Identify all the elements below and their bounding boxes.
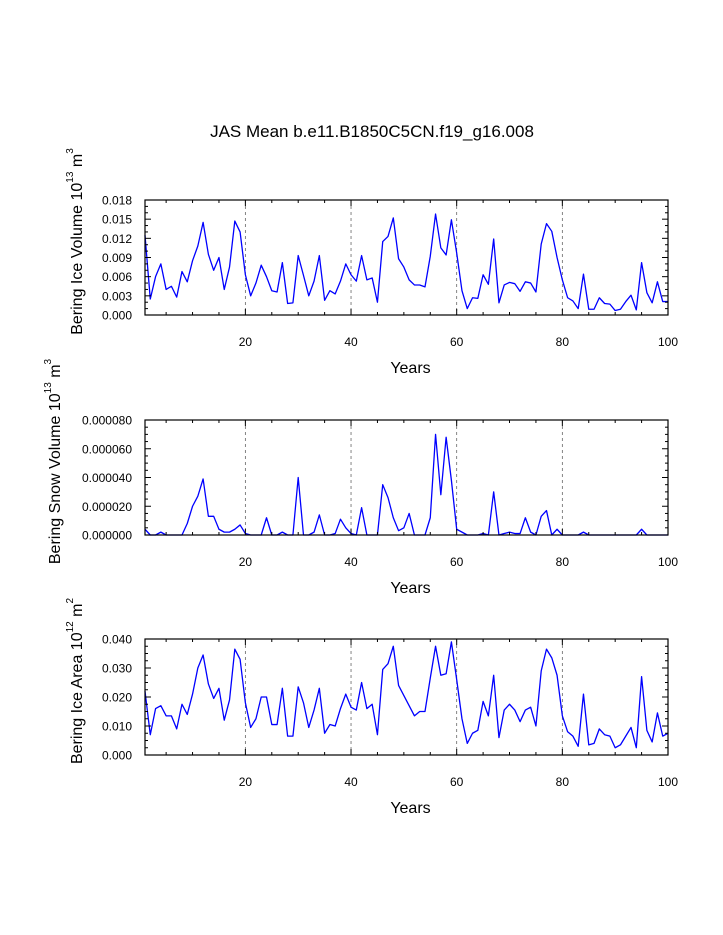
y-axis-label-unit-exp: 2 [65,598,76,604]
y-tick-label: 0.030 [102,662,132,676]
y-axis-label-main: Bering Ice Volume 10 [69,183,86,335]
x-axis-label: Years [390,800,430,817]
panel-ice-volume: 20 40 60 80 100 0.000 0.003 0.006 0.009 0.012 0.01… [65,148,678,377]
x-tick-label: 40 [344,555,358,569]
y-axis-label-unit-exp: 3 [43,358,54,364]
x-tick-label: 60 [450,775,464,789]
y-tick-label: 0.009 [102,251,132,265]
x-tick-label: 40 [344,335,358,349]
y-axis-label-main: Bering Snow Volume 10 [47,393,64,564]
x-tick-label: 80 [556,775,570,789]
x-tick-label: 100 [658,555,678,569]
y-axis-label-main: Bering Ice Area 10 [69,632,86,764]
y-tick-label: 0.000060 [82,442,132,456]
x-tick-label: 60 [450,555,464,569]
x-axis-label: Years [390,360,430,377]
y-tick-label: 0.003 [102,289,132,303]
x-tick-label: 40 [344,775,358,789]
y-axis-label-exp: 13 [65,171,76,183]
y-axis-label-unit: m [69,604,86,622]
panel-ice-area: 20 40 60 80 100 0.000 0.010 0.020 0.030 0.040 Year… [65,598,678,817]
y-axis-label-unit-exp: 3 [65,148,76,154]
y-tick-label: 0.012 [102,232,132,246]
y-tick-label: 0.006 [102,270,132,284]
y-axis-label-exp: 12 [65,621,76,633]
y-tick-label: 0.000 [102,309,132,323]
x-tick-label: 80 [556,555,570,569]
series-line-snow-volume [144,433,668,536]
x-tick-label: 80 [556,335,570,349]
x-tick-label: 20 [239,555,253,569]
x-tick-label: 20 [239,775,253,789]
y-tick-label: 0.018 [102,194,132,208]
y-tick-label: 0.010 [102,720,132,734]
y-axis-label-unit: m [69,154,86,172]
y-tick-label: 0.000 [102,749,132,763]
x-axis-label: Years [390,580,430,597]
y-axis-label: Bering Snow Volume 1013 m3 [43,358,64,564]
panel-snow-volume: 20 40 60 80 100 0.000000 0.000020 0.000040 0.000… [43,358,678,597]
x-tick-label: 20 [239,335,253,349]
y-tick-label: 0.015 [102,213,132,227]
y-axis-label-unit: m [47,364,64,382]
y-axis-label: Bering Ice Area 1012 m2 [65,598,86,765]
y-tick-label: 0.000000 [82,529,132,543]
chart-title: JAS Mean b.e11.B1850C5CN.f19_g16.008 [210,122,534,141]
chart-panels: 20 40 60 80 100 0.000 0.003 0.006 0.009 0.012 0.01… [43,148,678,817]
y-tick-label: 0.020 [102,691,132,705]
x-tick-label: 100 [658,335,678,349]
y-axis-label: Bering Ice Volume 1013 m3 [65,148,86,335]
plot-frame [144,638,669,756]
x-tick-label: 100 [658,775,678,789]
y-tick-label: 0.000040 [82,471,132,485]
series-line-ice-volume [144,213,668,312]
y-axis-label-exp: 13 [43,382,54,394]
y-tick-label: 0.040 [102,633,132,647]
series-line-ice-area [144,641,669,749]
plot-frame [144,199,669,316]
y-tick-label: 0.000020 [82,500,132,514]
x-tick-label: 60 [450,335,464,349]
y-tick-label: 0.000080 [82,414,132,428]
plot-frame [144,419,669,536]
